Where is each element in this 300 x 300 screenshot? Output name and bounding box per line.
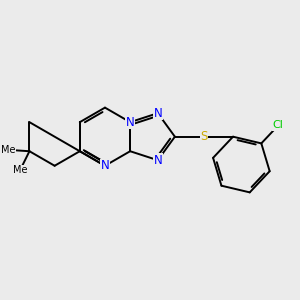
Text: Cl: Cl [273,120,284,130]
Text: N: N [126,116,134,129]
Text: Me: Me [1,145,16,155]
Text: N: N [126,116,134,129]
Text: S: S [200,130,208,143]
Text: N: N [153,154,162,167]
Text: O: O [100,159,110,172]
Text: N: N [153,107,162,120]
Text: N: N [100,159,109,172]
Text: Me: Me [13,165,27,175]
